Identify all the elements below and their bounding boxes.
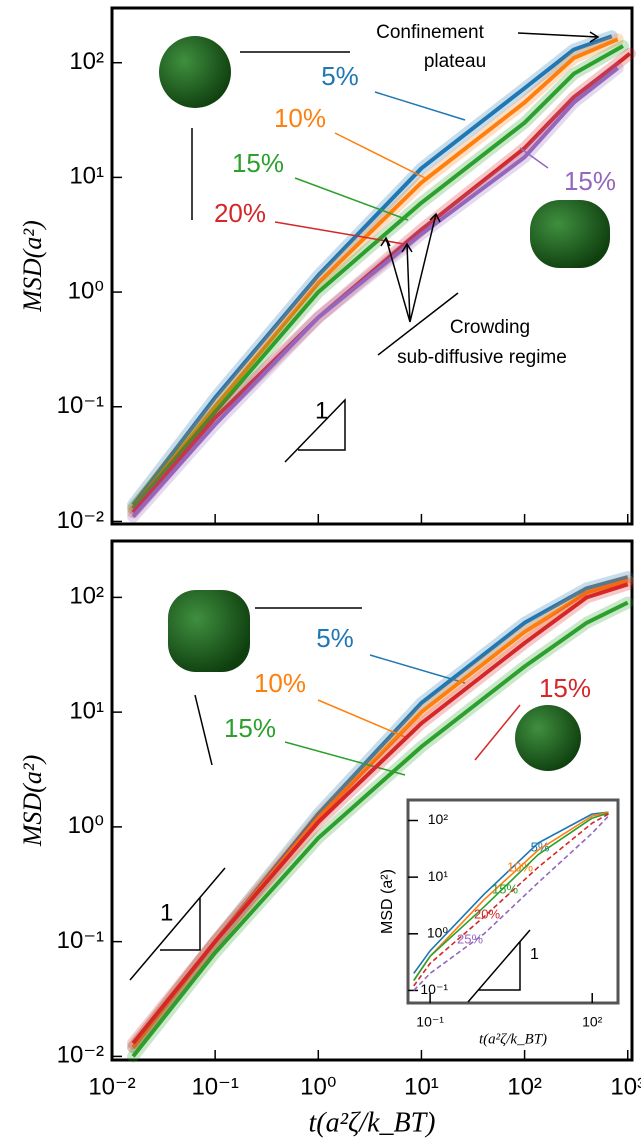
series-label: 15%	[539, 673, 591, 703]
slope-label: 1	[160, 899, 173, 926]
annotation: sub-diffusive regime	[397, 347, 567, 368]
label-connector	[294, 177, 409, 221]
series-line	[413, 811, 609, 974]
label-connector	[374, 91, 466, 121]
series-line	[131, 34, 613, 506]
y-axis-label: MSD (a²)	[379, 869, 396, 934]
y-tick-label: 10⁰	[68, 277, 104, 304]
slope-label: 1	[315, 397, 328, 424]
y-tick-label: 10²	[69, 583, 104, 610]
series-label: 20%	[474, 906, 500, 921]
series-label: 25%	[457, 931, 483, 946]
series-label: 5%	[321, 61, 359, 91]
x-tick-label: 10⁻¹	[416, 1014, 444, 1030]
series-line	[131, 66, 619, 519]
y-axis-label: MSD(a²)	[18, 755, 47, 848]
x-axis-label: t(a²ζ/k_BT)	[308, 1107, 435, 1138]
y-tick-label: 10¹	[69, 697, 104, 724]
series-label: 20%	[214, 198, 266, 228]
y-tick-label: 10¹	[69, 163, 104, 190]
label-connector	[474, 704, 521, 761]
series-label: 5%	[316, 623, 354, 653]
y-tick-label: 10⁻¹	[57, 392, 104, 419]
label-connector	[519, 147, 549, 169]
series-label: 15%	[224, 713, 276, 743]
series-label: 15%	[492, 881, 518, 896]
series-line	[413, 812, 609, 981]
y-tick-label: 10⁰	[427, 924, 449, 940]
y-tick-label: 10⁻¹	[420, 981, 448, 997]
panel: 10⁻² 10⁻¹ 10⁰ 10¹ 10² MSD(a²) 5% 10% 15% 20% 15%	[18, 6, 636, 534]
x-tick-label: 10¹	[404, 1073, 439, 1100]
annotation: Confinement	[376, 22, 484, 43]
annotation: Crowding	[450, 317, 530, 338]
series-line	[413, 815, 610, 991]
x-axis-label: t(a²ζ/k_BT)	[479, 1031, 547, 1047]
x-tick-label: 10⁻²	[88, 1073, 135, 1100]
series-label: 10%	[507, 859, 533, 874]
slope-label: 1	[530, 946, 539, 963]
y-tick-label: 10⁻²	[57, 1042, 104, 1069]
series-line	[131, 600, 629, 1058]
series-line	[131, 37, 619, 510]
y-tick-label: 10⁻²	[57, 507, 104, 534]
panel: 10⁻¹ 10² 10⁻¹ 10⁰ 10¹ 10² MSD (a²) t(a²ζ/k_BT) 5…	[379, 798, 620, 1047]
plot-frame	[406, 798, 620, 1005]
series-label: 15%	[564, 166, 616, 196]
x-tick-label: 10⁻¹	[191, 1073, 238, 1100]
series-label: 15%	[232, 148, 284, 178]
y-tick-label: 10⁻¹	[57, 927, 104, 954]
label-connector	[317, 699, 406, 738]
label-connector	[369, 654, 466, 684]
label-connector	[334, 132, 426, 179]
x-tick-label: 10⁰	[300, 1073, 336, 1100]
y-tick-label: 10¹	[428, 868, 449, 884]
y-axis-label: MSD(a²)	[18, 220, 47, 313]
y-tick-label: 10²	[69, 48, 104, 75]
series-line	[131, 52, 632, 514]
series-label: 5%	[531, 839, 550, 854]
y-tick-label: 10⁰	[68, 812, 104, 839]
label-connector	[284, 741, 406, 776]
series-line	[131, 44, 624, 510]
decor	[129, 31, 600, 1003]
series-label: 10%	[274, 103, 326, 133]
particles	[159, 36, 610, 771]
x-tick-label: 10³	[610, 1073, 641, 1100]
x-tick-label: 10²	[582, 1014, 603, 1030]
series-label: 10%	[254, 668, 306, 698]
x-tick-label: 10²	[507, 1073, 542, 1100]
series-line	[131, 582, 629, 1045]
annotation: plateau	[424, 51, 486, 72]
y-tick-label: 10²	[428, 811, 449, 827]
